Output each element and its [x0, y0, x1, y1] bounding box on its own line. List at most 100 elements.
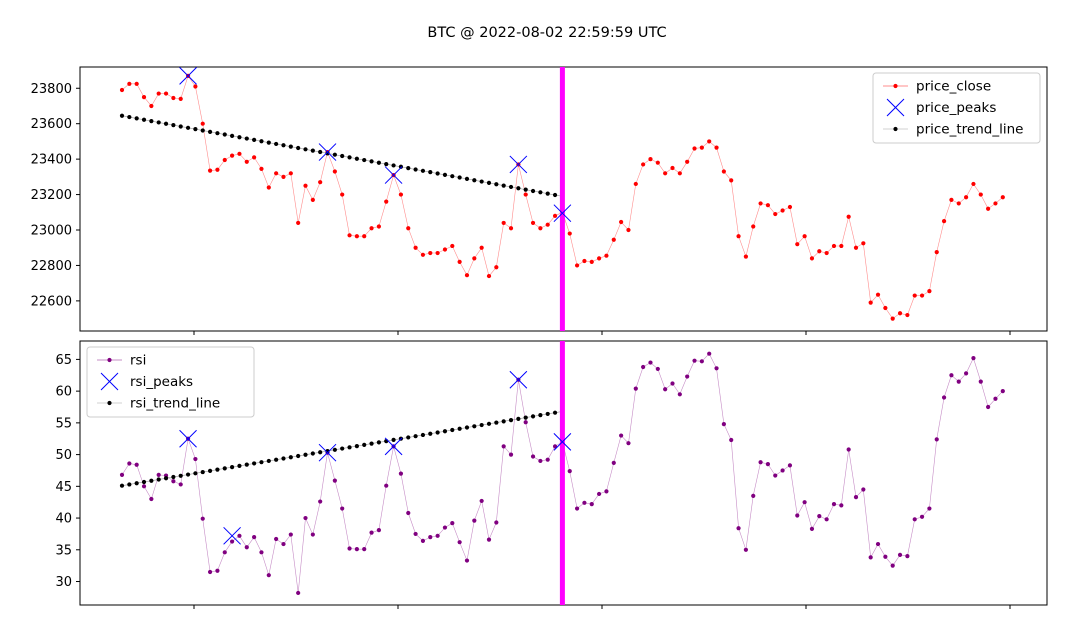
price_close-point — [428, 250, 433, 256]
price_close-point — [215, 167, 220, 172]
price_close-point — [905, 312, 910, 318]
price_close-point — [163, 91, 169, 96]
price_close-point — [435, 250, 440, 256]
price_trend_line-point — [472, 178, 477, 183]
price_close-point — [230, 153, 235, 158]
price_peaks-marker — [384, 166, 403, 184]
rsi-point — [171, 479, 176, 484]
rsi_trend_line-point — [222, 466, 227, 471]
rsi-point — [883, 554, 888, 559]
price_peaks-marker — [509, 155, 528, 174]
price-ytick-label: 23200 — [31, 188, 72, 203]
rsi-point — [692, 358, 697, 363]
price-legend-box — [872, 72, 1041, 144]
price_trend_line-point — [185, 125, 191, 130]
rsi-point — [905, 554, 910, 559]
price_close-point — [831, 243, 837, 249]
price_trend_line-point — [274, 141, 279, 147]
price-ytick-label: 22800 — [31, 259, 72, 274]
price_trend_line-point — [538, 190, 543, 195]
price_close-point — [340, 192, 345, 197]
rsi-point — [303, 515, 308, 521]
price_close-point — [875, 292, 881, 297]
rsi-point — [252, 534, 257, 540]
price_trend_line-point — [141, 117, 147, 122]
rsi-point — [486, 537, 492, 542]
rsi_trend_line-point — [369, 441, 374, 446]
rsi_trend_line-point — [244, 462, 249, 467]
rsi_peaks-marker — [179, 429, 197, 448]
rsi-point — [222, 550, 227, 555]
rsi_trend_line-point — [457, 426, 462, 431]
rsi-point — [545, 457, 550, 462]
price_close-point — [809, 256, 815, 261]
rsi-point — [318, 499, 323, 504]
rsi-ytick-label: 30 — [55, 575, 72, 590]
price_close-point — [369, 226, 374, 231]
rsi-point — [589, 501, 594, 507]
price_close-point — [318, 180, 323, 185]
rsi-point — [707, 351, 712, 356]
price_close-point — [530, 220, 536, 226]
price_trend_line-point — [244, 136, 249, 141]
price_close-point — [890, 316, 895, 321]
rsi-plot-area — [119, 341, 1005, 605]
rsi-point — [619, 433, 624, 438]
rsi-point — [919, 514, 925, 519]
price_close-point — [956, 201, 961, 206]
price_trend_line-point — [523, 187, 528, 192]
price_close-point — [773, 211, 778, 217]
rsi-point — [964, 371, 969, 376]
price_close-point — [310, 197, 315, 202]
price_close-point — [824, 250, 829, 256]
rsi-point — [685, 374, 690, 379]
price_trend_line-point — [281, 143, 286, 148]
price_close-point — [802, 234, 807, 239]
price_close-point — [964, 195, 969, 200]
rsi-point — [699, 359, 704, 364]
rsi-point — [1000, 389, 1005, 394]
price_close-point — [780, 208, 785, 213]
rsi-point — [897, 552, 903, 557]
rsi_trend_line-point — [552, 410, 558, 415]
rsi_trend_line-point — [442, 429, 448, 434]
price_close-point — [413, 245, 418, 250]
rsi-point — [332, 478, 337, 483]
rsi_trend_line-point — [530, 414, 536, 419]
rsi-point — [802, 500, 807, 505]
rsi_peaks-marker — [318, 443, 337, 462]
price_trend_line-point — [252, 137, 257, 143]
rsi-point — [824, 517, 829, 522]
rsi-point — [912, 517, 917, 522]
price_close-point — [178, 96, 183, 101]
rsi-point — [949, 373, 954, 378]
price_trend_line-point — [516, 186, 521, 191]
rsi_peaks-legend-handle — [100, 372, 119, 391]
rsi-point — [861, 487, 866, 492]
price_close-point — [663, 171, 668, 176]
price_trend_line-point — [391, 163, 396, 168]
price_trend_line-point — [149, 118, 154, 124]
price_peaks-legend-label: price_peaks — [916, 100, 996, 116]
price_close-point — [567, 231, 572, 236]
rsi_trend_line-point — [545, 411, 550, 417]
price_trend_line-point — [508, 184, 514, 190]
price_trend_line-point — [457, 175, 462, 180]
price_trend_line-point — [237, 135, 242, 140]
price_trend_line-point — [230, 133, 235, 138]
rsi-point — [310, 532, 315, 537]
rsi_trend_line-point — [156, 477, 161, 482]
price_close-point — [538, 226, 543, 231]
price_close-point — [846, 214, 851, 219]
rsi-point — [288, 532, 293, 537]
price_trend_line-point — [119, 113, 125, 118]
price_peaks-marker — [318, 143, 337, 161]
rsi_trend_line-point — [508, 418, 514, 423]
rsi-point — [574, 506, 580, 511]
rsi-legend: rsi rsi_peaks rsi_trend_line — [86, 346, 255, 418]
price_close-point — [817, 249, 822, 254]
price_close-point — [949, 197, 954, 202]
price_trend_line-point — [384, 161, 389, 167]
rsi-point — [376, 528, 381, 533]
rsi-point — [986, 404, 991, 410]
